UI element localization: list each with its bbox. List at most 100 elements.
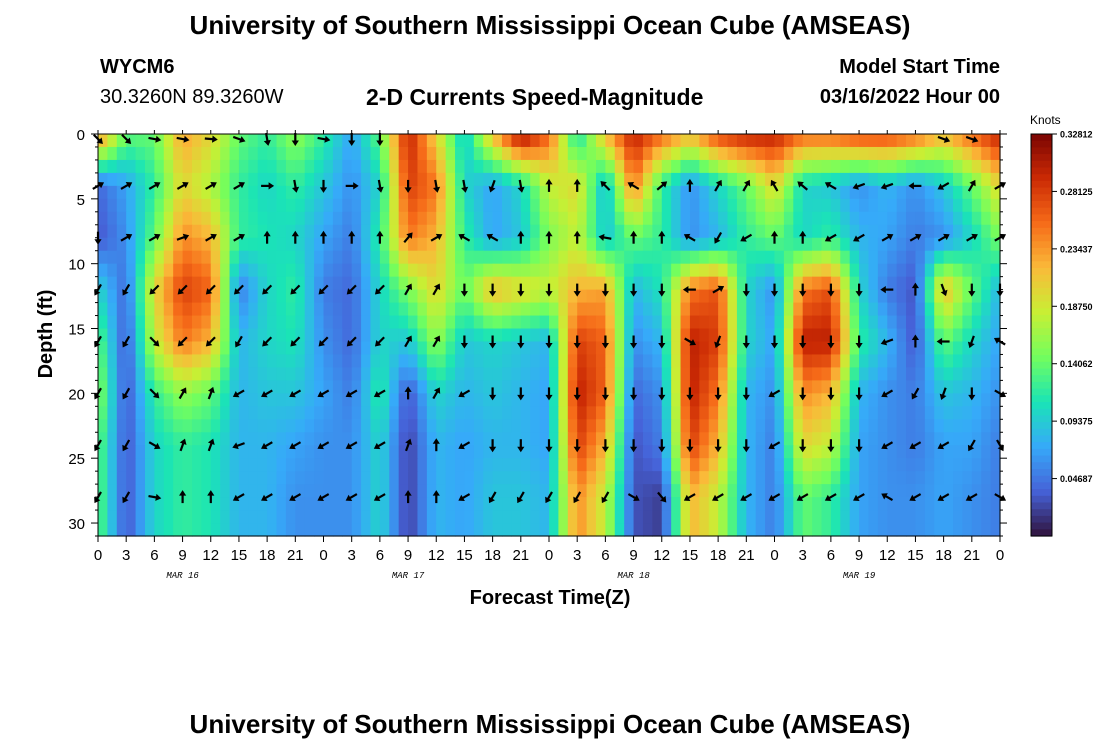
heat-cell [144, 250, 155, 265]
heat-cell [689, 367, 700, 381]
heat-cell [426, 406, 437, 420]
heat-cell [868, 289, 879, 304]
heat-cell [173, 484, 184, 498]
heat-cell [586, 263, 597, 278]
heat-cell [464, 134, 475, 148]
heat-cell [135, 497, 146, 511]
arrow-head [432, 438, 440, 444]
heat-cell [492, 393, 503, 407]
arrow-head [971, 233, 978, 241]
heat-cell [595, 523, 606, 537]
heat-cell [238, 354, 249, 369]
current-arrow [488, 491, 497, 504]
heat-cell [718, 250, 729, 265]
heat-cell [342, 185, 353, 200]
heat-cell [793, 134, 804, 148]
heat-cell [257, 289, 268, 304]
current-arrow [204, 135, 218, 143]
heat-cell [577, 419, 588, 433]
heat-cell [182, 432, 193, 446]
heat-cell [990, 432, 1001, 446]
heat-cell [708, 458, 719, 472]
heat-cell [953, 354, 964, 369]
heat-cell [859, 289, 870, 304]
heat-cell [840, 445, 851, 459]
heat-cell [746, 367, 757, 381]
heat-cell [868, 159, 879, 174]
heat-cell [614, 393, 625, 407]
arrow-head [405, 438, 412, 446]
heat-cell [990, 328, 1001, 343]
heat-cell [483, 341, 494, 356]
heat-cell [511, 497, 522, 511]
arrow-head [967, 444, 975, 452]
heat-cell [182, 341, 193, 356]
heat-cell [614, 198, 625, 213]
heat-cell [934, 250, 945, 265]
heat-cell [774, 341, 785, 356]
arrow-head [238, 233, 245, 241]
heat-cell [577, 458, 588, 472]
current-arrow [317, 441, 330, 450]
heat-cell [708, 471, 719, 485]
heat-cell [802, 523, 813, 537]
heat-cell [257, 328, 268, 343]
heat-cell [736, 458, 747, 472]
heat-cell [633, 432, 644, 446]
heat-cell [220, 523, 231, 537]
heat-cell [812, 406, 823, 420]
heat-cell [736, 198, 747, 213]
heat-cell [877, 289, 888, 304]
heat-cell [549, 354, 559, 369]
heat-cell [238, 432, 249, 446]
current-arrow [148, 182, 161, 190]
heat-cell [98, 237, 108, 252]
heat-cell [934, 419, 945, 433]
heat-cell [191, 341, 202, 356]
heat-cell [511, 302, 522, 317]
heat-cell [426, 146, 437, 161]
heat-cell [953, 419, 964, 433]
heat-cell [107, 146, 118, 161]
current-arrow [881, 389, 894, 398]
heat-cell [924, 523, 935, 537]
heat-cell [680, 159, 691, 174]
heat-cell [135, 471, 146, 485]
current-arrow [290, 284, 301, 295]
x-tick-label: 0 [545, 547, 553, 564]
heat-cell [276, 211, 287, 226]
heat-cell [98, 172, 108, 187]
arrow-shaft [940, 181, 950, 189]
heat-cell [483, 134, 494, 148]
arrow-head [799, 230, 807, 237]
heat-cell [455, 354, 466, 369]
x-tick-label: 15 [231, 547, 248, 564]
heat-cell [248, 159, 259, 174]
current-arrow [714, 231, 723, 244]
heat-cell [849, 523, 860, 537]
heat-cell [492, 134, 503, 148]
heat-cell [135, 211, 146, 226]
arrow-head [517, 291, 525, 297]
heat-cell [783, 315, 794, 330]
heat-cell [238, 471, 249, 485]
heat-cell [642, 237, 653, 252]
heat-cell [370, 289, 381, 304]
heat-cell [426, 159, 437, 174]
heat-cell [605, 211, 616, 226]
heat-cell [361, 250, 372, 265]
heat-cell [830, 276, 841, 291]
heat-cell [868, 341, 879, 356]
heat-cell [163, 445, 174, 459]
heat-cell [595, 367, 606, 381]
heat-cell [539, 354, 550, 369]
heat-cell [520, 172, 531, 187]
heat-cell [520, 134, 531, 148]
current-arrow [262, 336, 273, 347]
current-arrow [232, 493, 245, 501]
heat-cell [323, 484, 334, 498]
heat-cell [257, 367, 268, 381]
heat-cell [370, 224, 381, 239]
heat-cell [689, 406, 700, 420]
heat-cell [163, 198, 174, 213]
